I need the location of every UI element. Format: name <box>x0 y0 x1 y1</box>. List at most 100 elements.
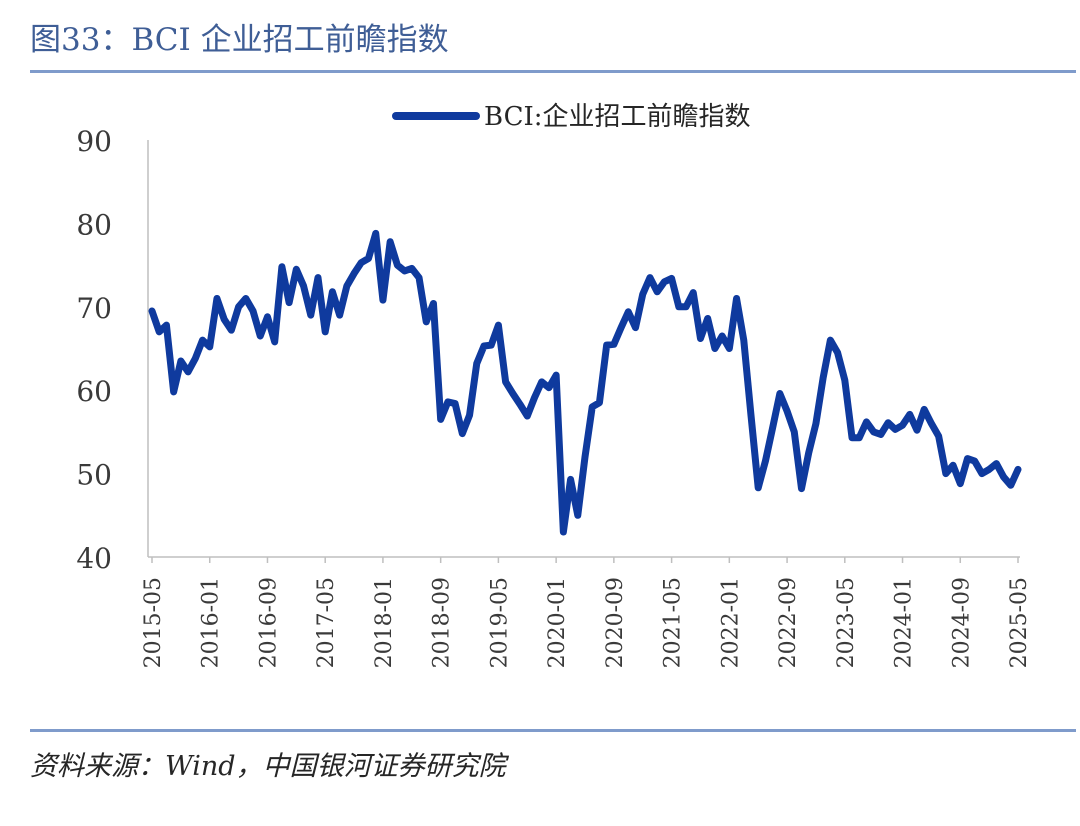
data-point <box>805 449 812 456</box>
data-point <box>329 288 336 295</box>
data-point <box>596 399 603 406</box>
data-point <box>358 259 365 266</box>
data-point <box>899 422 906 429</box>
data-point <box>827 336 834 344</box>
x-tick-label: 2020-09 <box>603 577 628 668</box>
x-tick-label: 2015-05 <box>141 577 166 668</box>
data-point <box>776 390 784 397</box>
data-point <box>473 360 480 367</box>
data-point <box>682 303 690 310</box>
data-point <box>170 388 177 396</box>
data-point <box>437 416 444 423</box>
data-point <box>783 407 791 415</box>
x-tick-label: 2016-01 <box>199 577 224 668</box>
data-point <box>343 282 351 290</box>
data-point <box>798 485 805 492</box>
data-point <box>856 434 863 441</box>
data-point <box>509 390 517 397</box>
data-point <box>192 355 199 362</box>
data-point <box>957 480 964 487</box>
data-point <box>531 394 538 401</box>
data-point <box>401 267 408 275</box>
data-point <box>870 428 877 436</box>
data-point <box>538 378 545 386</box>
data-point <box>863 418 870 426</box>
data-point <box>718 332 726 340</box>
data-point <box>372 230 379 237</box>
data-point <box>985 466 993 473</box>
data-point <box>336 311 343 319</box>
x-tick-label: 2018-01 <box>372 577 397 668</box>
data-point <box>459 430 466 437</box>
x-tick-label: 2024-01 <box>892 577 917 668</box>
data-point <box>906 411 913 418</box>
data-point <box>466 412 473 419</box>
data-point <box>668 275 675 282</box>
data-point <box>697 335 704 342</box>
data-point <box>524 412 531 420</box>
x-axis: 2015-05 2016-01 2016-09 2017-05 2018-01 2018-… <box>141 557 1032 668</box>
data-point <box>271 338 278 346</box>
data-point <box>394 261 401 269</box>
data-point <box>755 484 762 491</box>
data-point <box>762 457 769 465</box>
data-point <box>487 341 495 349</box>
data-point <box>300 282 307 290</box>
y-tick-label: 80 <box>76 208 112 241</box>
data-point <box>740 336 747 344</box>
data-point <box>242 295 250 302</box>
bottom-divider <box>30 729 1076 732</box>
data-point <box>495 321 502 329</box>
data-point <box>451 400 459 407</box>
data-point <box>928 420 935 427</box>
data-point <box>848 434 856 441</box>
data-point <box>350 270 358 277</box>
data-point <box>228 326 235 334</box>
x-tick-label: 2020-01 <box>545 577 570 668</box>
data-point <box>610 341 618 348</box>
series-points <box>148 230 1022 536</box>
chart-legend: BCI:企业招工前瞻指数 <box>392 102 751 132</box>
data-point <box>834 349 841 356</box>
data-point <box>812 420 820 427</box>
data-point <box>964 455 971 462</box>
data-point <box>379 296 387 304</box>
data-point <box>177 357 185 365</box>
data-point <box>1014 466 1022 473</box>
data-point <box>408 265 415 272</box>
y-tick-label: 40 <box>76 542 112 575</box>
data-point <box>156 328 163 336</box>
top-divider <box>30 70 1076 73</box>
data-point <box>733 295 740 302</box>
x-tick-label: 2017-05 <box>314 577 339 668</box>
data-point <box>163 321 170 329</box>
data-point <box>726 345 733 352</box>
y-tick-label: 70 <box>76 292 112 325</box>
data-point <box>971 457 978 465</box>
data-point <box>646 274 654 281</box>
figure-title: 图33：BCI 企业招工前瞻指数 <box>30 22 449 58</box>
data-point <box>278 263 286 270</box>
data-point <box>365 255 372 262</box>
x-tick-label: 2018-09 <box>430 577 455 668</box>
data-point <box>920 406 928 413</box>
data-point <box>603 341 610 349</box>
x-tick-label: 2025-05 <box>1007 577 1032 668</box>
data-point <box>819 374 827 381</box>
data-point <box>675 303 683 310</box>
data-point <box>386 238 394 245</box>
data-point <box>935 432 942 440</box>
data-point <box>942 470 950 477</box>
data-point <box>148 307 156 315</box>
data-point <box>632 324 639 331</box>
data-point <box>423 318 430 326</box>
x-tick-label: 2022-01 <box>718 577 743 668</box>
data-point <box>617 324 625 331</box>
data-point <box>841 376 848 384</box>
data-point <box>978 470 986 477</box>
data-point <box>516 401 524 408</box>
x-tick-label: 2023-05 <box>834 577 859 668</box>
data-point <box>1007 482 1014 489</box>
data-point <box>993 460 1000 467</box>
x-tick-label: 2019-05 <box>487 577 512 668</box>
